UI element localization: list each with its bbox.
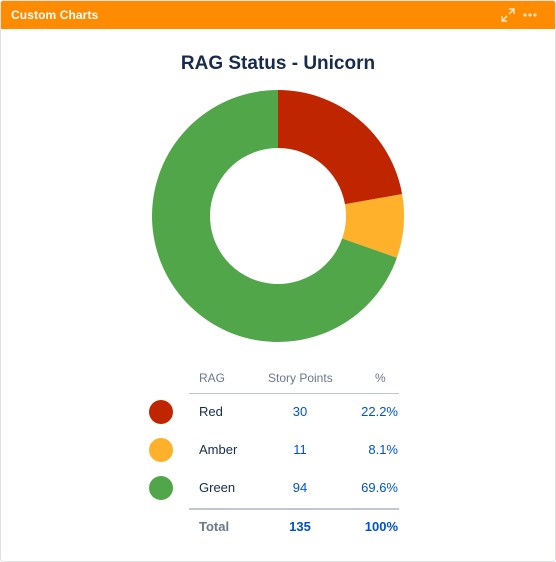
legend-swatch-amber <box>149 438 173 462</box>
more-icon[interactable] <box>522 7 538 23</box>
table-row-amber: Amber 11 8.1% <box>141 435 411 469</box>
row-percent-link[interactable]: 69.6% <box>361 480 398 495</box>
column-header-percent: % <box>375 371 386 385</box>
expand-icon[interactable] <box>500 7 516 23</box>
donut-slice-red[interactable] <box>278 90 403 205</box>
total-percent: 100% <box>364 519 398 534</box>
table-row-green: Green 94 69.6% <box>141 473 411 507</box>
gadget-header: Custom Charts <box>1 1 555 29</box>
row-label: Red <box>199 404 223 419</box>
total-label: Total <box>199 519 230 534</box>
total-divider <box>189 508 399 510</box>
row-percent-link[interactable]: 8.1% <box>368 442 398 457</box>
legend-swatch-red <box>149 400 173 424</box>
header-divider <box>189 393 399 394</box>
row-story-points-link[interactable]: 94 <box>292 480 308 495</box>
row-story-points-link[interactable]: 11 <box>293 442 307 457</box>
row-percent-link[interactable]: 22.2% <box>361 404 398 419</box>
column-header-story-points: Story Points <box>268 371 333 385</box>
total-story-points: 135 <box>289 519 311 534</box>
column-header-rag: RAG <box>199 371 226 385</box>
donut-slice-green[interactable] <box>152 90 397 342</box>
chart-title: RAG Status - Unicorn <box>180 53 376 74</box>
row-story-points-link[interactable]: 30 <box>292 404 308 419</box>
row-label: Amber <box>199 442 238 457</box>
table-row-red: Red 30 22.2% <box>141 397 411 431</box>
donut-slice-amber[interactable] <box>342 194 405 258</box>
legend-table: RAG Story Points % Red 30 22.2% Amber 11… <box>141 363 411 548</box>
gadget-title: Custom Charts <box>11 8 99 22</box>
table-row-total: Total 135 100% <box>141 519 411 553</box>
donut-chart <box>152 90 405 342</box>
legend-swatch-green <box>149 476 173 500</box>
row-label: Green <box>199 480 236 495</box>
